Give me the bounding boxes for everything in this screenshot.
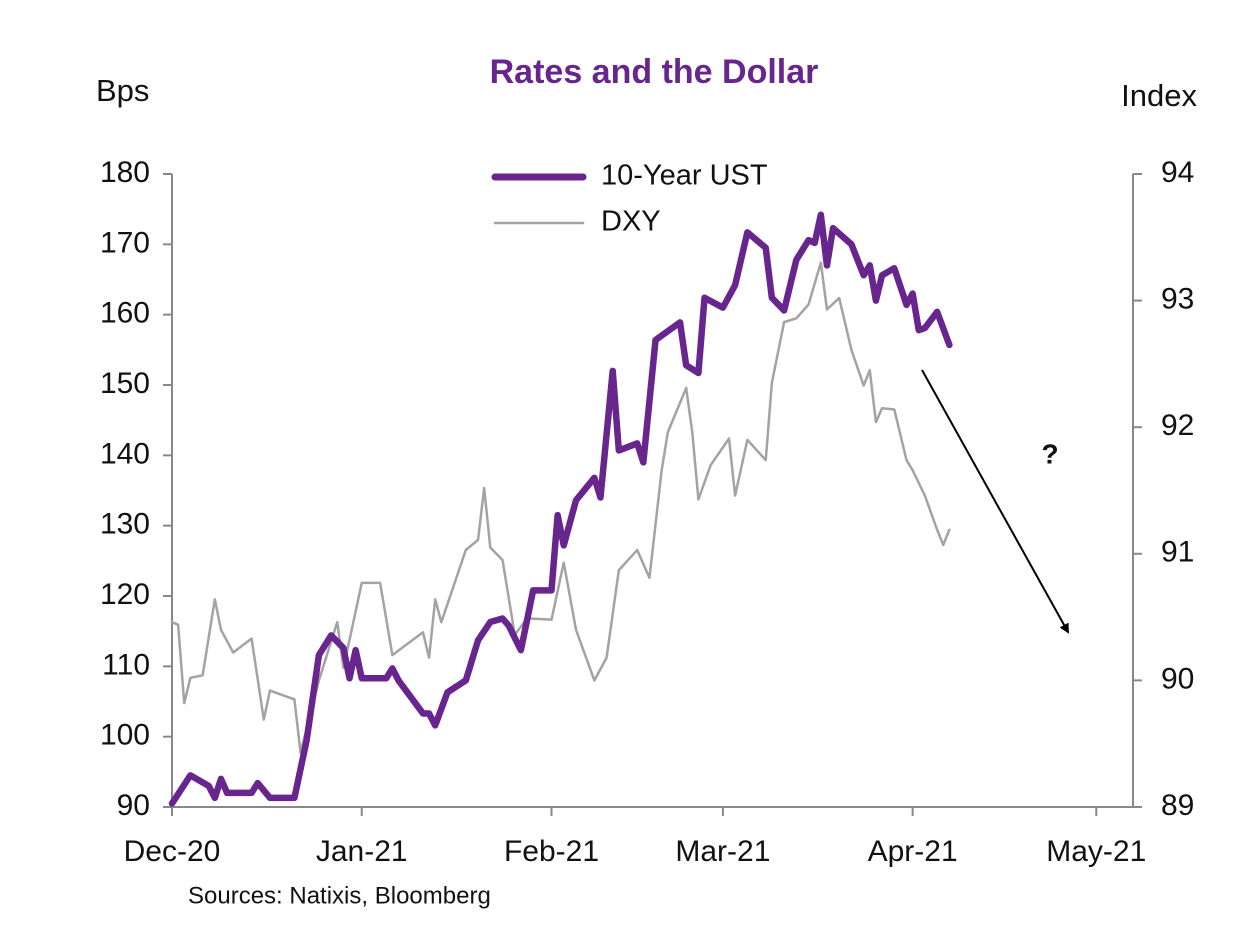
y-tick-label: 90 — [117, 789, 150, 822]
x-tick-label: Jan-21 — [316, 835, 408, 868]
y-tick-label: 150 — [100, 367, 150, 400]
y-tick-label: 180 — [100, 156, 150, 189]
source-note: Sources: Natixis, Bloomberg — [188, 882, 491, 909]
y-axis-label: Bps — [96, 73, 149, 108]
y2-axis-label: Index — [1121, 78, 1197, 113]
x-tick-label: Apr-21 — [868, 835, 958, 868]
chart-title: Rates and the Dollar — [490, 53, 819, 91]
y-tick-label: 160 — [100, 297, 150, 330]
y-tick-label: 170 — [100, 226, 150, 259]
x-tick-label: Dec-20 — [124, 835, 221, 868]
y2-tick-label: 91 — [1161, 536, 1194, 569]
annotation: ? — [1041, 438, 1058, 469]
legend-label: 10-Year UST — [601, 160, 768, 192]
y2-tick-label: 94 — [1161, 156, 1194, 189]
y-tick-label: 140 — [100, 437, 150, 470]
y-tick-label: 110 — [102, 648, 150, 681]
series-line — [168, 211, 953, 807]
y-tick-label: 100 — [100, 719, 150, 752]
y2-tick-label: 92 — [1161, 409, 1194, 442]
x-tick-label: Feb-21 — [504, 835, 599, 868]
y-tick-label: 120 — [100, 578, 150, 611]
arrow — [921, 369, 1069, 634]
legend-label: DXY — [601, 206, 661, 238]
series-line — [170, 261, 951, 754]
x-tick-label: Mar-21 — [675, 835, 770, 868]
y2-tick-label: 89 — [1161, 789, 1194, 822]
x-tick-label: May-21 — [1046, 835, 1146, 868]
y2-tick-label: 93 — [1161, 283, 1194, 316]
y-tick-label: 130 — [100, 508, 150, 541]
y2-tick-label: 90 — [1161, 662, 1194, 695]
